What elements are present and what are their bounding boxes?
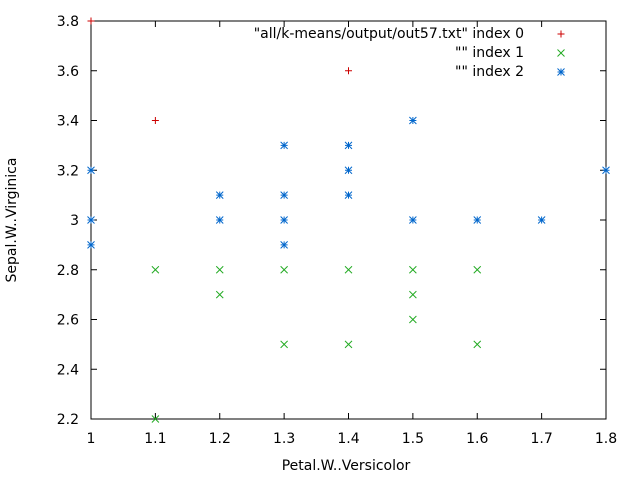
data-point-series-2 [280,141,288,150]
x-axis-label: Petal.W..Versicolor [282,458,411,474]
x-tick-label: 1.1 [144,431,166,447]
data-point-series-2 [344,191,353,199]
data-point-series-1 [280,265,288,274]
legend-marker-1 [557,49,565,57]
data-point-series-2 [280,241,288,249]
data-point-series-1 [344,340,353,349]
x-tick-label: 1.7 [530,431,552,447]
y-tick-label: 3.8 [57,14,79,30]
data-point-series-2 [87,216,95,224]
x-tick-label: 1.5 [402,431,424,447]
tick-labels: 1 1.1 1.2 1.3 1.4 1.5 1.6 1.7 1.8 2.2 2.4 2.6 2.8 3 3.… [57,14,617,447]
data-point-series-2 [87,166,95,175]
data-point-series-2 [602,166,610,175]
data-point-series-2 [215,216,224,224]
y-tick-label: 3 [70,213,79,229]
x-tick-label: 1.2 [209,431,231,447]
data-point-series-0 [87,17,95,25]
data-point-series-2 [409,116,417,125]
data-point-series-2 [344,166,353,175]
data-point-series-1 [151,415,160,423]
axes [90,20,607,420]
data-point-series-1 [344,265,353,274]
y-tick-label: 3.4 [57,114,79,130]
y-tick-label: 3.6 [57,64,79,80]
data-point-series-1 [409,290,417,299]
y-tick-label: 2.6 [57,313,79,329]
data-point-series-1 [473,265,482,274]
data-point-series-2 [280,216,288,224]
x-tick-label: 1.6 [466,431,488,447]
data-point-series-2 [215,191,224,199]
data-point-series-2 [473,216,482,224]
x-tick-label: 1.3 [273,431,295,447]
data-point-series-1 [409,315,417,324]
legend-marker-2 [557,68,565,76]
data-point-series-0 [151,117,159,124]
y-tick-label: 3.2 [57,163,79,179]
legend: "all/k-means/output/out57.txt" index 0 ""… [254,26,565,80]
data-point-series-2 [537,216,546,224]
legend-label-1: "" index 1 [455,45,524,61]
data-point-series-1 [473,340,482,349]
y-tick-label: 2.2 [57,412,79,428]
legend-marker-0 [557,30,565,38]
data-point-series-2 [87,241,95,249]
plot-frame [90,20,607,420]
x-tick-label: 1 [87,431,96,447]
data-points [87,17,610,423]
x-tick-label: 1.8 [595,431,617,447]
y-tick-label: 2.8 [57,263,79,279]
legend-label-2: "" index 2 [455,64,524,80]
x-tick-label: 1.4 [337,431,359,447]
y-axis-label: Sepal.W..Virginica [4,158,20,283]
data-point-series-2 [344,141,353,150]
data-point-series-1 [280,340,288,349]
data-point-series-1 [215,290,224,299]
legend-label-0: "all/k-means/output/out57.txt" index 0 [254,26,524,42]
data-point-series-2 [280,191,288,199]
data-point-series-1 [409,265,417,274]
data-point-series-1 [215,265,224,274]
data-point-series-2 [409,216,417,224]
data-point-series-1 [151,265,160,274]
y-tick-label: 2.4 [57,362,79,378]
data-point-series-0 [345,67,352,75]
